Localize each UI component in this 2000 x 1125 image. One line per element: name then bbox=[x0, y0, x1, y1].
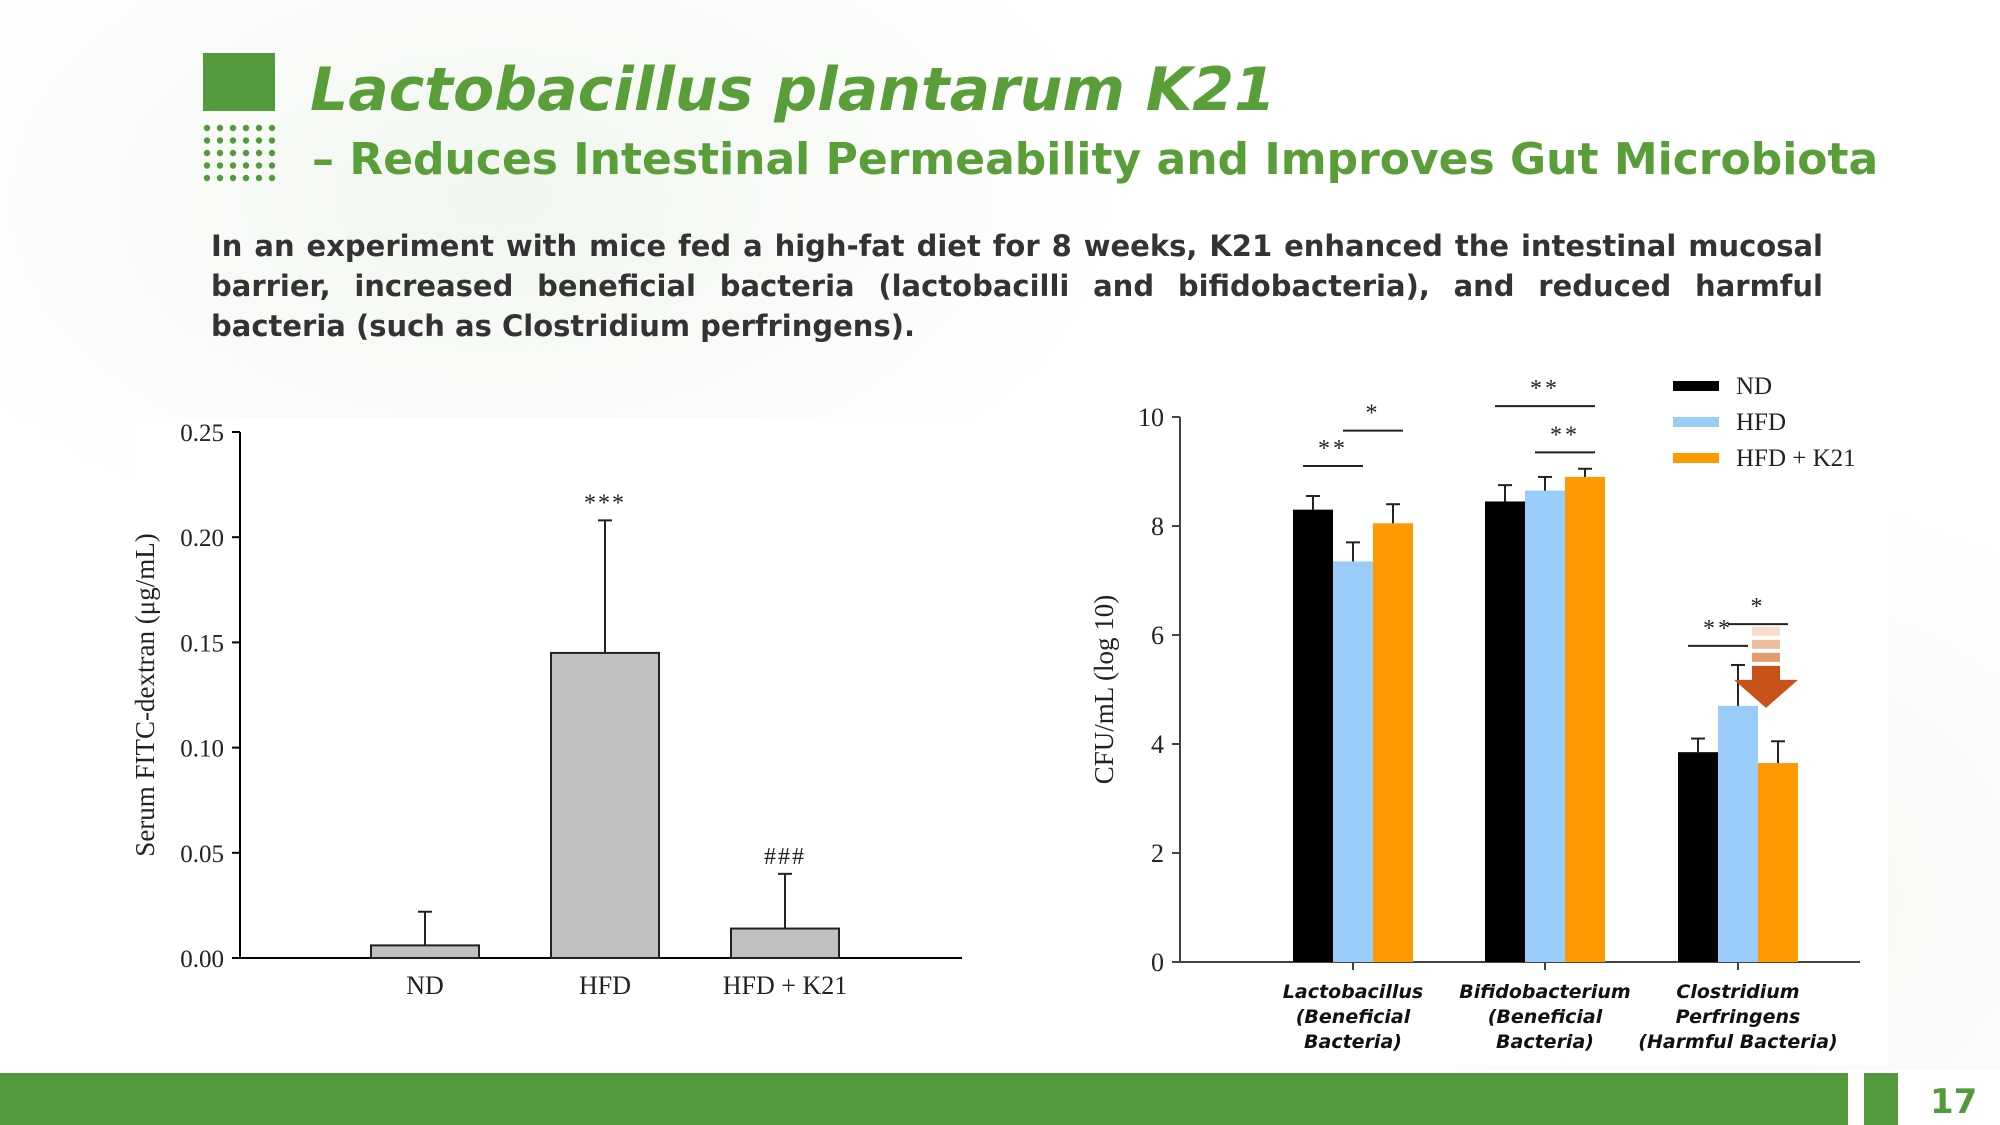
bar bbox=[370, 944, 480, 959]
logo-dot bbox=[242, 149, 250, 157]
logo-dot bbox=[242, 124, 250, 132]
y-tick-label: 0.15 bbox=[180, 630, 224, 657]
x-tick-label: HFD + K21 bbox=[723, 971, 847, 1000]
logo-dot bbox=[255, 149, 263, 157]
fitc-dextran-chart: 0.00 0.05 0.10 0.15 0.20 0.25 Serum FITC-dextr… bbox=[130, 418, 965, 1008]
bar bbox=[550, 651, 660, 959]
logo-dot bbox=[268, 137, 276, 144]
logo-dot bbox=[255, 137, 263, 144]
logo-dot bbox=[229, 174, 237, 182]
logo-dot bbox=[255, 162, 263, 169]
bar-hfd bbox=[1718, 705, 1758, 962]
y-tick-label: 0.00 bbox=[180, 946, 224, 973]
y-tick-label: 10 bbox=[1138, 403, 1164, 432]
bar-hfd-k21 bbox=[1565, 476, 1605, 962]
x-tick-label: HFD bbox=[579, 971, 631, 1000]
logo-dot bbox=[268, 124, 276, 132]
significance-label: *** bbox=[584, 490, 626, 516]
logo-dot bbox=[268, 162, 276, 169]
slide-subtitle: – Reduces Intestinal Permeability and Im… bbox=[312, 134, 1879, 185]
legend-swatch bbox=[1673, 453, 1719, 463]
logo-dot bbox=[229, 124, 237, 132]
bar-hfd-k21 bbox=[1373, 523, 1413, 962]
x-category-label: Clostridium bbox=[1676, 981, 1799, 1003]
logo-dot bbox=[255, 124, 263, 132]
page-number: 17 bbox=[1930, 1082, 1978, 1122]
logo-dot bbox=[229, 137, 237, 144]
y-tick-label: 0.05 bbox=[180, 841, 224, 868]
logo-dot bbox=[255, 174, 263, 182]
y-tick-label: 0.20 bbox=[180, 525, 224, 552]
bar-hfd bbox=[1333, 561, 1373, 962]
bar-hfd-k21 bbox=[1758, 763, 1798, 962]
x-category-label: (Harmful Bacteria) bbox=[1638, 1031, 1837, 1053]
x-category-label: Perfringens bbox=[1676, 1006, 1801, 1028]
footer-accent-block bbox=[1864, 1073, 1898, 1125]
y-axis-label: CFU/mL (log 10) bbox=[1089, 595, 1119, 785]
x-category-label: (Beneficial bbox=[1488, 1006, 1603, 1028]
bar-nd bbox=[1678, 752, 1718, 962]
logo-dot bbox=[242, 137, 250, 144]
logo-dot bbox=[216, 149, 224, 157]
logo-dot bbox=[216, 137, 224, 144]
legend-swatch bbox=[1673, 381, 1719, 391]
x-tick-label: ND bbox=[406, 971, 444, 1000]
fitc-dextran-chart-svg: 0.00 0.05 0.10 0.15 0.20 0.25 Serum FITC-dextr… bbox=[130, 420, 962, 1000]
y-tick-label: 2 bbox=[1151, 839, 1164, 868]
logo-dot bbox=[203, 149, 211, 157]
y-axis-label: Serum FITC-dextran (μg/mL) bbox=[130, 533, 160, 856]
dot-grid-icon bbox=[203, 124, 276, 182]
bar-nd bbox=[1485, 501, 1525, 962]
x-category-label: Bacteria) bbox=[1496, 1031, 1594, 1053]
bar-nd bbox=[1293, 509, 1333, 962]
bar-hfd bbox=[1525, 490, 1565, 962]
arrow-stripe bbox=[1752, 652, 1780, 662]
logo-dot bbox=[203, 137, 211, 144]
logo-dot bbox=[203, 174, 211, 182]
y-tick-label: 8 bbox=[1151, 512, 1164, 541]
gut-bacteria-chart-svg: 0 2 4 6 8 10 CFU/mL (log 10) Lactobacillus (Bene… bbox=[1089, 373, 1860, 1053]
x-category-label: Bifidobacterium bbox=[1459, 981, 1630, 1003]
significance-label: ** bbox=[1550, 422, 1580, 448]
y-tick-label: 0 bbox=[1151, 948, 1164, 977]
logo-dot bbox=[268, 149, 276, 157]
slide-description: In an experiment with mice fed a high-fa… bbox=[211, 229, 1823, 343]
logo-dot bbox=[216, 162, 224, 169]
legend-swatch bbox=[1673, 417, 1719, 427]
significance-label: ### bbox=[764, 844, 806, 870]
y-tick-label: 6 bbox=[1151, 621, 1164, 650]
logo-dot bbox=[203, 124, 211, 132]
x-category-label: Lactobacillus bbox=[1283, 981, 1423, 1003]
legend-label: HFD + K21 bbox=[1736, 445, 1856, 472]
logo-dot bbox=[229, 149, 237, 157]
bar bbox=[730, 927, 840, 960]
logo-dot bbox=[203, 162, 211, 169]
arrow-stripe bbox=[1752, 626, 1780, 636]
slide-title: Lactobacillus plantarum K21 bbox=[310, 55, 1276, 125]
footer-bar bbox=[0, 1073, 1848, 1125]
arrow-stripe bbox=[1752, 639, 1780, 649]
legend-label: ND bbox=[1736, 373, 1772, 400]
significance-label: ** bbox=[1318, 436, 1348, 462]
logo-dot bbox=[268, 174, 276, 182]
significance-label: * bbox=[1751, 594, 1766, 620]
logo-dot bbox=[216, 124, 224, 132]
logo-dot bbox=[242, 162, 250, 169]
y-tick-label: 0.25 bbox=[180, 420, 224, 447]
x-category-label: (Beneficial bbox=[1296, 1006, 1411, 1028]
y-tick-label: 4 bbox=[1151, 730, 1164, 759]
significance-label: * bbox=[1366, 401, 1381, 427]
legend-label: HFD bbox=[1736, 409, 1786, 436]
logo-dot bbox=[242, 174, 250, 182]
logo-dot bbox=[216, 174, 224, 182]
logo-dot bbox=[229, 162, 237, 169]
gut-bacteria-chart: 0 2 4 6 8 10 CFU/mL (log 10) Lactobacillus (Bene… bbox=[1088, 365, 1888, 1065]
x-category-label: Bacteria) bbox=[1304, 1031, 1402, 1053]
down-arrow-icon bbox=[1734, 665, 1798, 708]
y-tick-label: 0.10 bbox=[180, 736, 224, 763]
significance-label: ** bbox=[1703, 616, 1733, 642]
logo-square-icon bbox=[203, 53, 275, 111]
significance-label: ** bbox=[1530, 376, 1560, 402]
